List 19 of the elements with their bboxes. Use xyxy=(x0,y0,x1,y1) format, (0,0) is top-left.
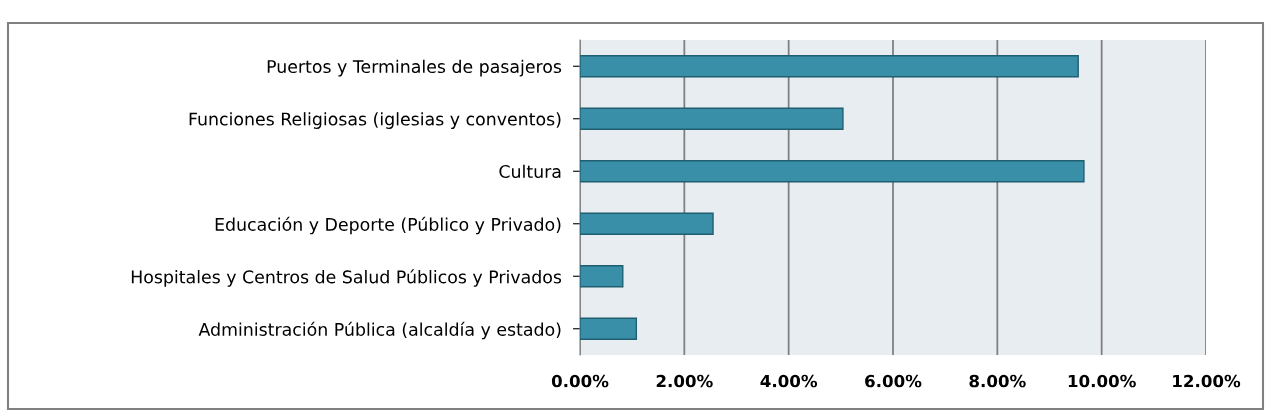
y-tick-label: Educación y Deporte (Público y Privado) xyxy=(215,216,561,235)
bar xyxy=(580,107,844,130)
bar xyxy=(580,55,1079,78)
y-tick-label: Administración Pública (alcaldía y estado) xyxy=(198,321,561,340)
x-tick-label: 0.00% xyxy=(551,374,609,388)
x-tick-label: 10.00% xyxy=(1068,374,1136,388)
x-tick-label: 4.00% xyxy=(760,374,818,388)
x-tick-label: 8.00% xyxy=(969,374,1026,388)
bar xyxy=(580,160,1085,183)
bar xyxy=(580,265,624,288)
y-tick-label: Funciones Religiosas (iglesias y conventos) xyxy=(189,112,561,129)
y-tick-label: Cultura xyxy=(499,164,561,179)
x-tick-label: 12.00% xyxy=(1173,374,1241,388)
y-tick-label: Hospitales y Centros de Salud Públicos y Privados xyxy=(131,269,562,287)
bar xyxy=(580,317,638,340)
x-tick-label: 2.00% xyxy=(656,374,713,388)
bar xyxy=(580,212,714,235)
y-tick-label: Puertos y Terminales de pasajeros xyxy=(267,59,562,77)
x-tick-label: 6.00% xyxy=(865,374,922,388)
